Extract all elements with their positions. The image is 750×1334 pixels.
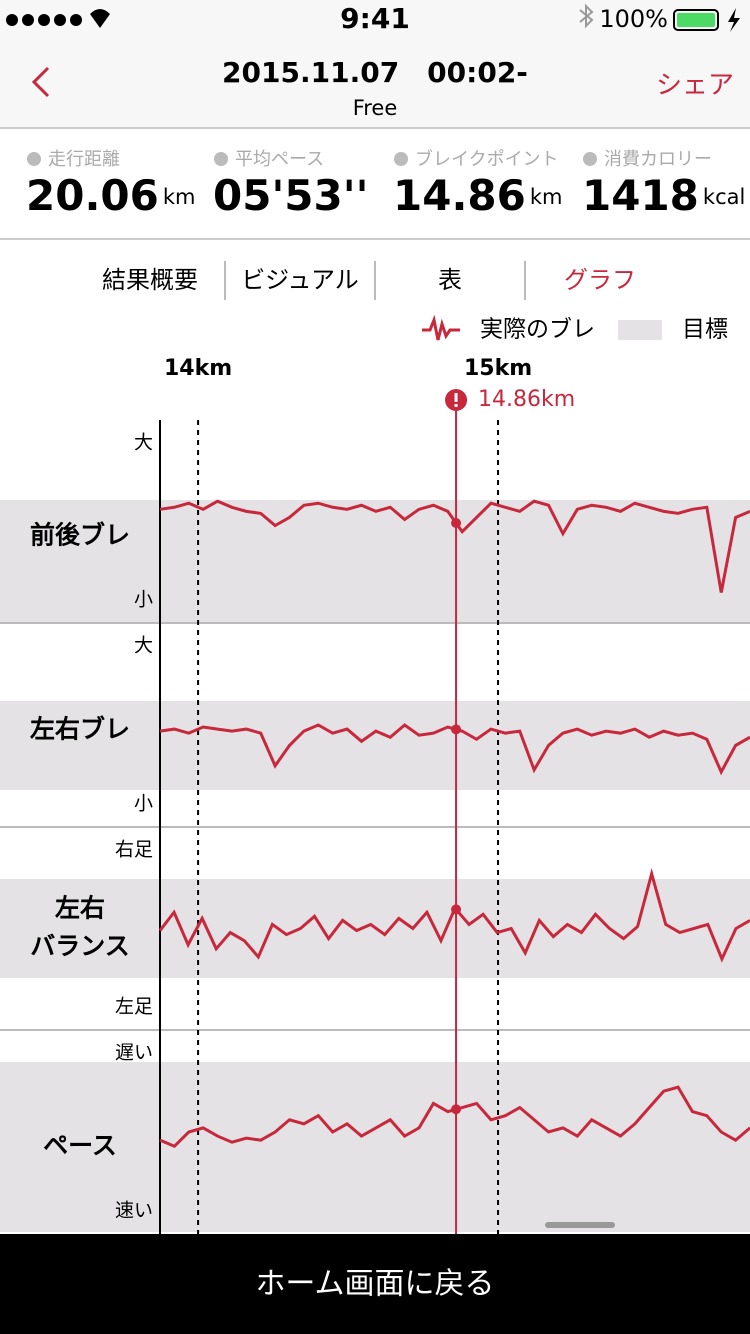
tab[interactable]: 表 — [438, 266, 462, 294]
target-band — [0, 1062, 750, 1232]
stat-label: 平均ペース — [235, 149, 324, 170]
break-icon-mark — [454, 393, 458, 402]
break-dot — [451, 1104, 462, 1115]
legend-swatch — [618, 320, 662, 340]
target-band — [0, 500, 750, 623]
home-button-label[interactable]: ホーム画面に戻る — [255, 1267, 494, 1302]
panel-bottom-label: 小 — [134, 589, 153, 611]
panel-top-label: 右足 — [115, 839, 153, 861]
km-label: 15km — [464, 356, 532, 381]
stat-unit: km — [530, 185, 563, 209]
stat-icon — [583, 152, 597, 166]
break-label: 14.86km — [478, 387, 575, 412]
status-battery: 100% — [599, 5, 668, 33]
legend-label: 実際のブレ — [480, 317, 595, 343]
panel-top-label: 大 — [134, 432, 153, 454]
target-band — [0, 701, 750, 790]
stat: 20.06 km — [26, 171, 195, 220]
panel-bottom-label: 左足 — [115, 996, 153, 1018]
stat-value: 14.86 — [393, 171, 526, 220]
bluetooth-icon — [579, 3, 594, 29]
tab[interactable]: ビジュアル — [241, 266, 359, 294]
header-title: 2015.11.07 00:02- — [222, 56, 528, 89]
panel-bottom-label: 小 — [134, 793, 153, 815]
stat-value: 05'53'' — [213, 171, 368, 220]
stat-value: 20.06 — [26, 171, 159, 220]
stat: 05'53'' — [213, 171, 368, 220]
panel-label: 前後ブレ — [30, 521, 130, 550]
share-button[interactable]: シェア — [656, 71, 734, 101]
panel-label: 左右ブレ — [30, 715, 130, 744]
break-icon-mark — [454, 404, 458, 407]
header-subtitle: Free — [353, 96, 398, 120]
stat-unit: km — [163, 185, 196, 209]
signal — [6, 9, 110, 28]
tab[interactable]: グラフ — [564, 266, 636, 294]
panel-label: 左右 — [55, 894, 105, 923]
panel-bottom-label: 速い — [115, 1200, 153, 1222]
legend-label: 目標 — [682, 317, 728, 343]
stat-icon — [27, 152, 41, 166]
scroll-indicator — [545, 1222, 615, 1228]
panel-label: バランス — [30, 932, 130, 961]
home-button[interactable] — [0, 1234, 750, 1334]
stat-label: 走行距離 — [48, 149, 120, 170]
battery-icon — [673, 8, 740, 32]
tab[interactable]: 結果概要 — [102, 266, 198, 294]
back-button[interactable] — [31, 66, 50, 98]
stat-unit: kcal — [703, 185, 745, 209]
stat-value: 1418 — [582, 171, 699, 220]
break-dot — [451, 904, 462, 915]
stat: 1418 kcal — [582, 171, 745, 220]
panel-label: ペース — [43, 1131, 117, 1160]
stat: 14.86 km — [393, 171, 562, 220]
status-time: 9:41 — [340, 2, 410, 35]
km-label: 14km — [164, 356, 232, 381]
stat-label: ブレイクポイント — [415, 148, 559, 170]
panel-top-label: 遅い — [115, 1042, 153, 1064]
legend-line-icon — [422, 314, 460, 341]
stat-label: 消費カロリー — [604, 149, 712, 170]
stat-icon — [214, 152, 228, 166]
stat-icon — [394, 152, 408, 166]
break-dot — [451, 724, 462, 735]
header-bg — [0, 0, 750, 128]
panel-top-label: 大 — [134, 635, 153, 657]
break-dot — [451, 517, 462, 528]
